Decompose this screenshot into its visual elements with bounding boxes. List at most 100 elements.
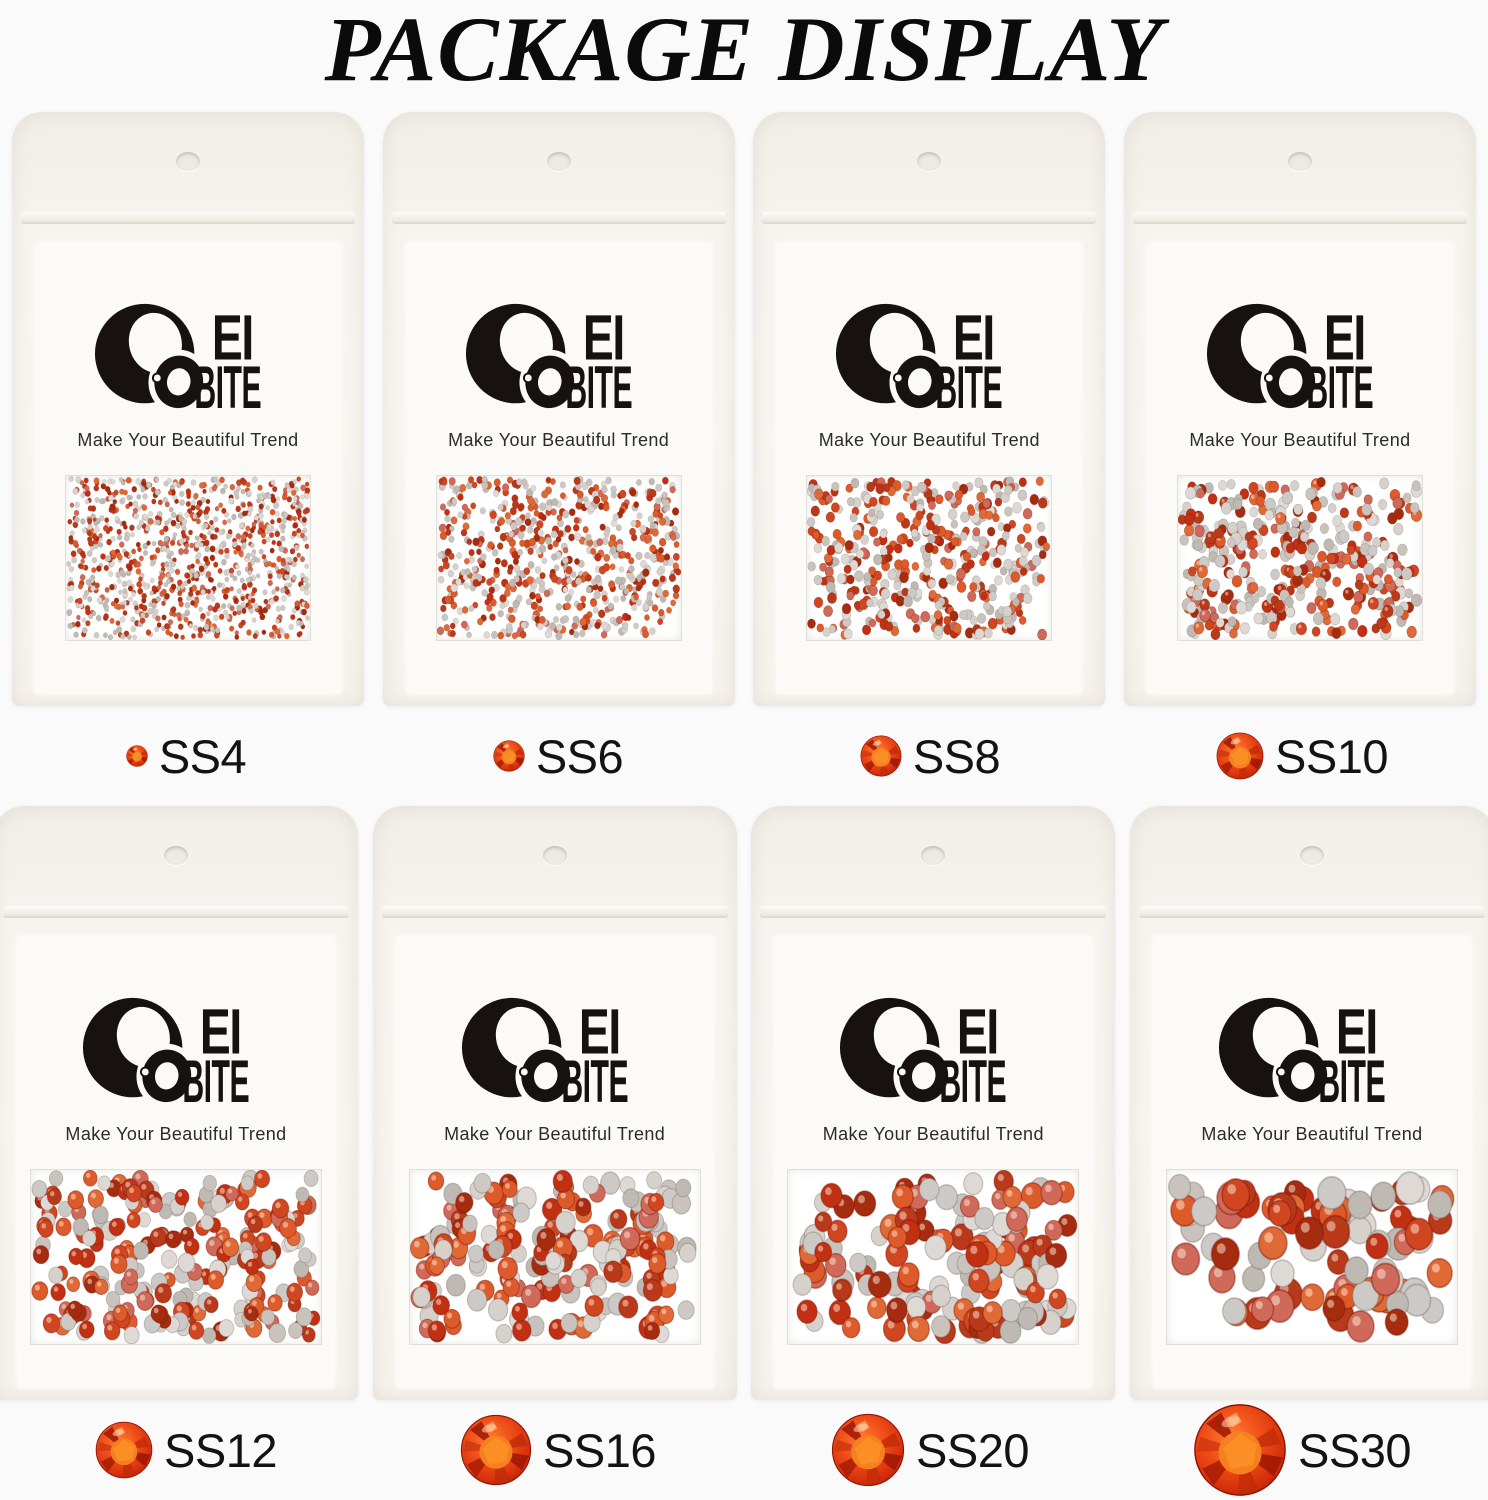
package-bag: EI BITE Make Your Beautiful Trend bbox=[751, 806, 1116, 1400]
brand-tagline: Make Your Beautiful Trend bbox=[77, 430, 299, 450]
rhinestone-gem-icon bbox=[1216, 732, 1264, 780]
package-bag: EI BITE Make Your Beautiful Trend bbox=[1129, 806, 1488, 1400]
zip-seal bbox=[762, 212, 1097, 224]
bag-front-panel: EI BITE Make Your Beautiful Trend bbox=[395, 936, 714, 1388]
rhinestone-window bbox=[1165, 1169, 1458, 1345]
rhinestone-gem-icon bbox=[126, 745, 148, 767]
package-row-top: EI BITE Make Your Beautiful Trend EI BIT… bbox=[0, 112, 1488, 706]
hang-hole-icon bbox=[921, 846, 946, 865]
bag-front-panel: EI BITE Make Your Beautiful Trend bbox=[774, 936, 1093, 1388]
rhinestone-gem-icon bbox=[95, 1421, 153, 1479]
brand-tagline: Make Your Beautiful Trend bbox=[818, 430, 1040, 450]
brand-tagline: Make Your Beautiful Trend bbox=[822, 1124, 1044, 1144]
brand-tagline: Make Your Beautiful Trend bbox=[1201, 1124, 1423, 1144]
brand-logo-icon: EI BITE bbox=[840, 995, 1007, 1111]
bag-front-panel: EI BITE Make Your Beautiful Trend bbox=[776, 242, 1083, 694]
size-label: SS30 bbox=[1298, 1423, 1411, 1477]
size-label-row-top: SS4 SS6 SS8 SS10 bbox=[0, 706, 1488, 806]
size-caption: SS8 bbox=[744, 706, 1116, 806]
rhinestone-gem-icon bbox=[831, 1413, 905, 1487]
brand-logo-text-top: EI bbox=[583, 301, 624, 373]
brand-logo-text-top: EI bbox=[953, 301, 994, 373]
size-caption: SS20 bbox=[744, 1400, 1116, 1500]
zip-seal bbox=[1132, 212, 1467, 224]
hang-hole-icon bbox=[176, 152, 200, 171]
size-caption: SS6 bbox=[372, 706, 744, 806]
package-bag: EI BITE Make Your Beautiful Trend bbox=[753, 112, 1106, 706]
brand-logo-text-top: EI bbox=[1336, 995, 1377, 1067]
size-caption: SS16 bbox=[372, 1400, 744, 1500]
hang-hole-icon bbox=[546, 152, 571, 171]
hang-hole-icon bbox=[164, 846, 188, 865]
brand-tagline: Make Your Beautiful Trend bbox=[1189, 430, 1411, 450]
rhinestone-window bbox=[787, 1169, 1080, 1345]
brand-logo-text-top: EI bbox=[1324, 301, 1365, 373]
size-caption: SS30 bbox=[1116, 1400, 1488, 1500]
bag-front-panel: EI BITE Make Your Beautiful Trend bbox=[17, 936, 335, 1388]
size-label: SS4 bbox=[158, 729, 247, 783]
brand-logo-icon: EI BITE bbox=[465, 301, 632, 417]
package-bag: EI BITE Make Your Beautiful Trend bbox=[12, 112, 364, 706]
rhinestone-window bbox=[435, 475, 682, 641]
brand-logo-text-bottom: BITE bbox=[194, 355, 261, 417]
brand-tagline: Make Your Beautiful Trend bbox=[448, 430, 670, 450]
rhinestone-window bbox=[806, 475, 1053, 641]
rhinestone-gem-icon bbox=[860, 735, 902, 777]
size-label: SS16 bbox=[543, 1423, 656, 1477]
size-caption: SS12 bbox=[0, 1400, 372, 1500]
rhinestone-window bbox=[30, 1169, 322, 1345]
brand-logo-text-top: EI bbox=[200, 995, 241, 1067]
bag-front-panel: EI BITE Make Your Beautiful Trend bbox=[35, 242, 341, 694]
size-label: SS8 bbox=[912, 729, 1001, 783]
size-label: SS20 bbox=[916, 1423, 1029, 1477]
brand-logo-text-top: EI bbox=[212, 301, 253, 373]
hang-hole-icon bbox=[1299, 846, 1324, 865]
brand-logo-icon: EI BITE bbox=[94, 301, 262, 417]
zip-seal bbox=[1138, 906, 1485, 918]
rhinestone-window bbox=[408, 1169, 701, 1345]
brand-logo-text-bottom: BITE bbox=[1306, 355, 1373, 417]
brand-tagline: Make Your Beautiful Trend bbox=[444, 1124, 666, 1144]
package-bag: EI BITE Make Your Beautiful Trend bbox=[0, 806, 358, 1400]
brand-logo-icon: EI BITE bbox=[1206, 301, 1374, 417]
zip-seal bbox=[21, 212, 355, 224]
brand-logo-icon: EI BITE bbox=[836, 301, 1003, 417]
brand-logo-icon: EI BITE bbox=[461, 995, 628, 1111]
rhinestone-gem-icon bbox=[1193, 1403, 1287, 1497]
rhinestone-gem-icon bbox=[493, 740, 525, 772]
brand-logo-text-bottom: BITE bbox=[940, 1049, 1007, 1111]
size-label: SS10 bbox=[1275, 729, 1388, 783]
brand-logo-text-bottom: BITE bbox=[936, 355, 1003, 417]
brand-logo-text-top: EI bbox=[579, 995, 620, 1067]
rhinestone-window bbox=[65, 475, 311, 641]
size-label-row-bottom: SS12 SS16 SS20 SS30 bbox=[0, 1400, 1488, 1500]
brand-logo-text-bottom: BITE bbox=[182, 1049, 249, 1111]
hang-hole-icon bbox=[1287, 152, 1312, 171]
bag-front-panel: EI BITE Make Your Beautiful Trend bbox=[405, 242, 712, 694]
bag-front-panel: EI BITE Make Your Beautiful Trend bbox=[1152, 936, 1471, 1388]
brand-logo-icon: EI BITE bbox=[1218, 995, 1386, 1111]
brand-logo-text-top: EI bbox=[957, 995, 998, 1067]
brand-logo-text-bottom: BITE bbox=[565, 355, 632, 417]
zip-seal bbox=[381, 906, 728, 918]
hang-hole-icon bbox=[917, 152, 942, 171]
rhinestone-window bbox=[1176, 475, 1423, 641]
brand-tagline: Make Your Beautiful Trend bbox=[65, 1124, 287, 1144]
hang-hole-icon bbox=[542, 846, 567, 865]
package-row-bottom: EI BITE Make Your Beautiful Trend EI BIT… bbox=[0, 806, 1488, 1400]
zip-seal bbox=[760, 906, 1107, 918]
zip-seal bbox=[391, 212, 726, 224]
bag-front-panel: EI BITE Make Your Beautiful Trend bbox=[1146, 242, 1453, 694]
size-label: SS6 bbox=[535, 729, 624, 783]
zip-seal bbox=[3, 906, 349, 918]
brand-logo-icon: EI BITE bbox=[82, 995, 250, 1111]
size-caption: SS4 bbox=[0, 706, 372, 806]
size-caption: SS10 bbox=[1116, 706, 1488, 806]
package-bag: EI BITE Make Your Beautiful Trend bbox=[382, 112, 735, 706]
brand-logo-text-bottom: BITE bbox=[1318, 1049, 1385, 1111]
package-bag: EI BITE Make Your Beautiful Trend bbox=[1123, 112, 1476, 706]
size-label: SS12 bbox=[164, 1423, 277, 1477]
page-title: PACKAGE DISPLAY bbox=[324, 0, 1164, 100]
rhinestone-gem-icon bbox=[460, 1414, 532, 1486]
package-bag: EI BITE Make Your Beautiful Trend bbox=[372, 806, 737, 1400]
